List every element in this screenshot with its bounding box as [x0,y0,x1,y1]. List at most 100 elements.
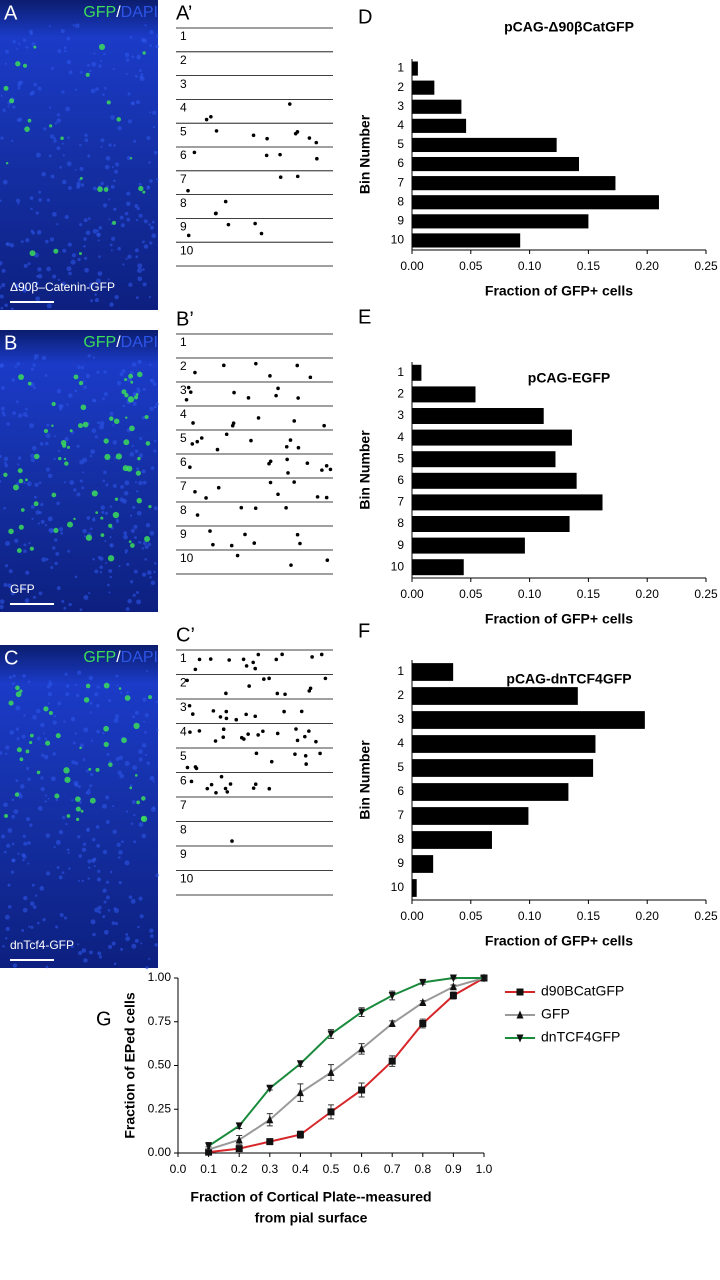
nucleus [49,106,52,109]
nucleus [120,223,125,228]
bin-label: 1 [180,335,187,349]
nucleus [109,575,112,579]
cell-dot [295,363,300,368]
gfp-cell [33,45,37,49]
nucleus [119,215,124,220]
y-tick-label: 1.00 [148,970,172,984]
nucleus [0,285,2,289]
nucleus [66,848,70,852]
nucleus [124,551,128,554]
cell-dot [289,563,293,567]
nucleus [79,143,82,147]
nucleus [90,449,96,455]
cell-dot [323,676,328,681]
nucleus [43,732,46,735]
y-tick-label: 3 [397,99,404,113]
nucleus [143,244,149,249]
marker [388,1019,396,1027]
gfp-cell [33,501,39,507]
nucleus [134,481,138,484]
y-tick-label: 3 [397,408,404,422]
nucleus [153,506,158,511]
x-tick-label: 0.2 [231,1162,248,1176]
nucleus [37,273,43,279]
nucleus [22,674,26,678]
gfp-cell [16,747,22,753]
bin-label: 5 [180,124,187,138]
nucleus [35,296,41,302]
nucleus [137,276,143,282]
gfp-cell [135,393,139,396]
nucleus [85,769,89,773]
nucleus [125,933,129,936]
nucleus [5,49,9,54]
nucleus [153,449,157,453]
nucleus [12,39,16,44]
nucleus [0,406,5,411]
nucleus [54,561,58,566]
nucleus [2,413,6,417]
cell-dot [188,465,192,469]
cell-dot [190,442,195,446]
stain-label: GFP/DAPI [83,334,158,351]
cell-dot [253,782,258,787]
nucleus [133,813,136,817]
gfp-cell [51,401,56,407]
nucleus [0,294,4,299]
nucleus [63,916,68,920]
nucleus [94,293,97,296]
gfp-cell [133,722,140,730]
bar [412,759,594,777]
cell-dot [274,657,279,662]
nucleus [90,919,96,925]
nucleus [0,751,3,755]
gfp-cell [103,682,110,689]
gfp-cell [25,478,28,482]
nucleus [105,820,110,824]
nucleus [41,171,46,177]
nucleus [70,944,74,948]
bin-label: 5 [180,749,187,763]
bar [412,783,569,801]
gfp-cell [63,457,67,461]
x-tick-label: 0.9 [445,1162,462,1176]
gfp-cell [63,767,70,774]
nucleus [150,580,156,586]
nucleus [13,809,19,815]
nucleus [28,541,31,545]
cell-dot [185,678,189,683]
nucleus [100,59,103,62]
nucleus [112,179,116,183]
nucleus [37,921,40,925]
cell-dot [269,759,274,764]
nucleus [61,281,66,287]
nucleus [23,549,27,554]
nucleus [50,134,55,139]
nucleus [89,711,92,714]
nucleus [105,895,110,900]
nucleus [127,119,132,124]
nucleus [50,776,56,782]
cell-dot [224,432,229,437]
bar [412,214,589,229]
nucleus [127,598,132,604]
nucleus [82,379,85,382]
panel-letter: B [4,332,17,354]
nucleus [47,516,53,522]
gfp-cell [124,393,129,398]
nucleus [128,895,133,899]
y-tick-label: 0.00 [148,1145,172,1159]
nucleus [82,758,86,762]
gfp-cell [80,809,84,813]
cell-dot [314,739,318,744]
nucleus [133,569,138,574]
nucleus [131,800,136,804]
cell-dot [224,716,229,721]
nucleus [9,243,15,248]
nucleus [137,359,142,364]
gfp-cell [29,740,33,745]
cell-dot [211,709,216,713]
nucleus [98,955,102,959]
x-tick-label: 0.25 [694,259,718,273]
marker [296,1088,304,1097]
